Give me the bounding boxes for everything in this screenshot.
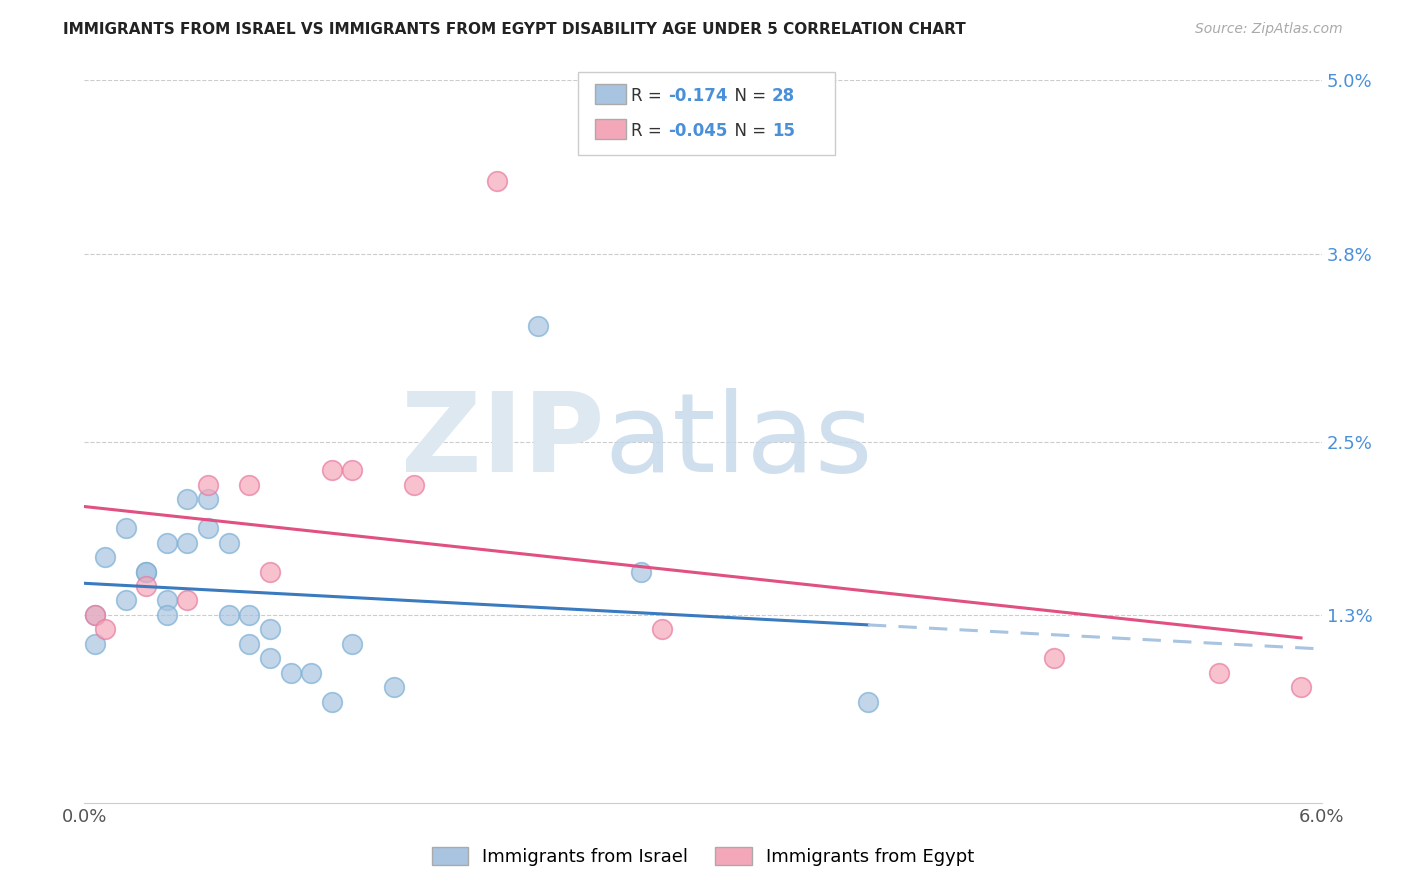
Point — [238, 637, 260, 651]
Point — [156, 593, 179, 607]
Point — [527, 318, 550, 333]
Point — [83, 637, 105, 651]
Point — [856, 695, 879, 709]
Point — [83, 607, 105, 622]
Text: -0.045: -0.045 — [668, 122, 727, 140]
Point — [404, 478, 426, 492]
Point — [1289, 680, 1312, 694]
Point — [94, 550, 117, 565]
Legend: Immigrants from Israel, Immigrants from Egypt: Immigrants from Israel, Immigrants from … — [425, 839, 981, 873]
Point — [114, 593, 136, 607]
Point — [135, 565, 157, 579]
Point — [1208, 665, 1230, 680]
Point — [321, 463, 343, 477]
Point — [259, 565, 281, 579]
Text: R =: R = — [631, 87, 668, 105]
Point — [197, 492, 219, 507]
Text: R =: R = — [631, 122, 668, 140]
Point — [176, 492, 198, 507]
Point — [218, 535, 240, 549]
Point — [94, 623, 117, 637]
Text: Source: ZipAtlas.com: Source: ZipAtlas.com — [1195, 22, 1343, 37]
Point — [135, 565, 157, 579]
Point — [114, 521, 136, 535]
Point — [651, 623, 673, 637]
Point — [630, 565, 652, 579]
Point — [1042, 651, 1064, 665]
Point — [280, 665, 302, 680]
Text: 28: 28 — [772, 87, 794, 105]
Point — [135, 579, 157, 593]
Point — [218, 607, 240, 622]
Text: atlas: atlas — [605, 388, 873, 495]
Point — [259, 651, 281, 665]
Point — [176, 535, 198, 549]
Text: 15: 15 — [772, 122, 794, 140]
Point — [259, 623, 281, 637]
Point — [342, 637, 364, 651]
Point — [485, 174, 508, 188]
Text: N =: N = — [724, 122, 772, 140]
Point — [238, 478, 260, 492]
Point — [342, 463, 364, 477]
Point — [238, 607, 260, 622]
Point — [156, 607, 179, 622]
Point — [156, 535, 179, 549]
Point — [197, 521, 219, 535]
Point — [321, 695, 343, 709]
Text: IMMIGRANTS FROM ISRAEL VS IMMIGRANTS FROM EGYPT DISABILITY AGE UNDER 5 CORRELATI: IMMIGRANTS FROM ISRAEL VS IMMIGRANTS FRO… — [63, 22, 966, 37]
Text: -0.174: -0.174 — [668, 87, 727, 105]
Text: N =: N = — [724, 87, 772, 105]
Point — [176, 593, 198, 607]
Point — [299, 665, 322, 680]
Point — [197, 478, 219, 492]
Point — [83, 607, 105, 622]
Point — [382, 680, 405, 694]
Text: ZIP: ZIP — [401, 388, 605, 495]
